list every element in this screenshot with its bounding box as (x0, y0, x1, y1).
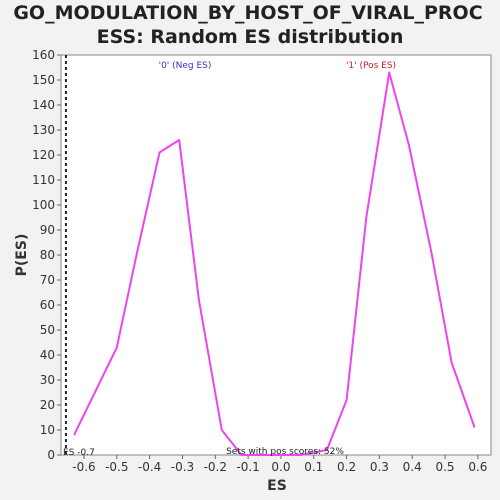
x-tick-label: 0.0 (271, 460, 290, 474)
y-tick-label: 100 (32, 198, 55, 212)
x-tick-label: 0.5 (435, 460, 454, 474)
y-tick-label: 10 (40, 423, 55, 437)
x-tick-label: 0.4 (403, 460, 422, 474)
x-tick-label: 0.3 (370, 460, 389, 474)
plot-area (60, 54, 492, 456)
x-tick-label: 0.2 (337, 460, 356, 474)
x-tick-label: -0.3 (171, 460, 194, 474)
pos-scores-note: Sets with pos scores: 52% (226, 447, 344, 457)
y-tick-label: 140 (32, 98, 55, 112)
y-tick-label: 70 (40, 273, 55, 287)
y-tick-label: 150 (32, 73, 55, 87)
x-axis-label: ES (267, 478, 287, 494)
y-tick-label: 0 (47, 448, 55, 462)
es-distribution-line (73, 71, 476, 456)
y-tick-label: 110 (32, 173, 55, 187)
y-tick-label: 80 (40, 248, 55, 262)
y-tick-label: 40 (40, 348, 55, 362)
y-tick-label: 20 (40, 398, 55, 412)
y-axis-label: P(ES) (14, 234, 30, 277)
x-tick-label: -0.1 (236, 460, 259, 474)
y-tick-label: 30 (40, 373, 55, 387)
y-tick-label: 130 (32, 123, 55, 137)
y-tick-label: 60 (40, 298, 55, 312)
x-tick-label: -0.2 (204, 460, 227, 474)
y-tick-label: 90 (40, 223, 55, 237)
x-tick-label: -0.6 (72, 460, 95, 474)
x-tick-label: -0.4 (138, 460, 161, 474)
y-tick-label: 120 (32, 148, 55, 162)
x-tick-label: -0.5 (105, 460, 128, 474)
chart-title-line-1: GO_MODULATION_BY_HOST_OF_VIRAL_PROC (13, 2, 483, 24)
es-marker-label: ES -0.7 (63, 448, 95, 458)
chart-title-line-2: ESS: Random ES distribution (96, 26, 404, 48)
neg-es-label: '0' (Neg ES) (159, 61, 212, 71)
x-tick-label: 0.6 (468, 460, 487, 474)
y-tick-label: 160 (32, 48, 55, 62)
pos-es-label: '1' (Pos ES) (346, 61, 396, 71)
x-tick-label: 0.1 (304, 460, 323, 474)
y-tick-label: 50 (40, 323, 55, 337)
